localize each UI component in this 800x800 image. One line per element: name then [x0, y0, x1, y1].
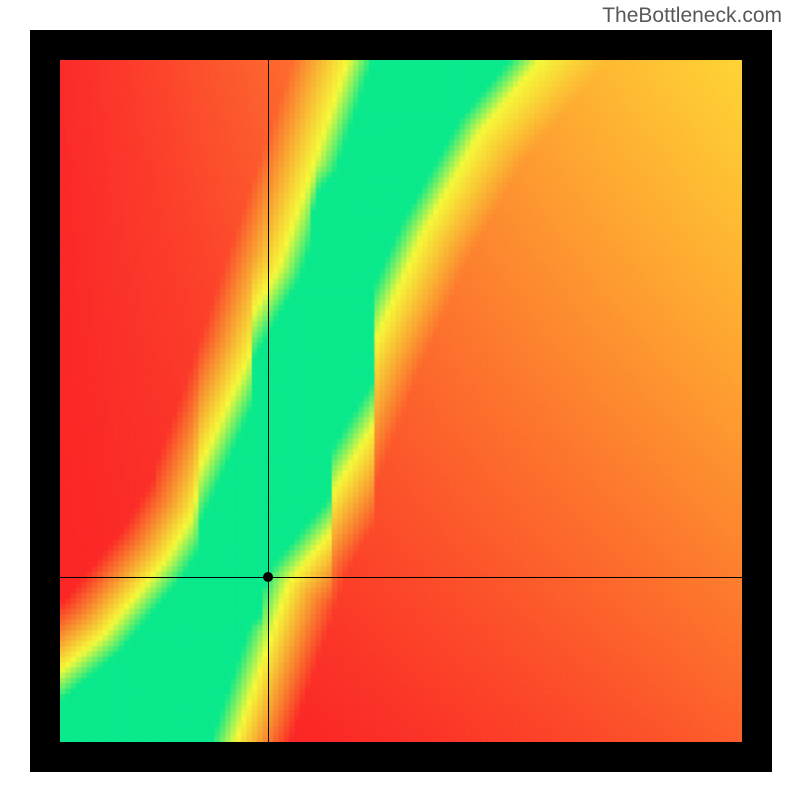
- crosshair-marker: [263, 572, 273, 582]
- plot-area: [60, 60, 742, 742]
- crosshair-horizontal: [60, 577, 742, 578]
- crosshair-vertical: [268, 60, 269, 742]
- watermark-text: TheBottleneck.com: [602, 4, 782, 28]
- heatmap-canvas: [60, 60, 742, 742]
